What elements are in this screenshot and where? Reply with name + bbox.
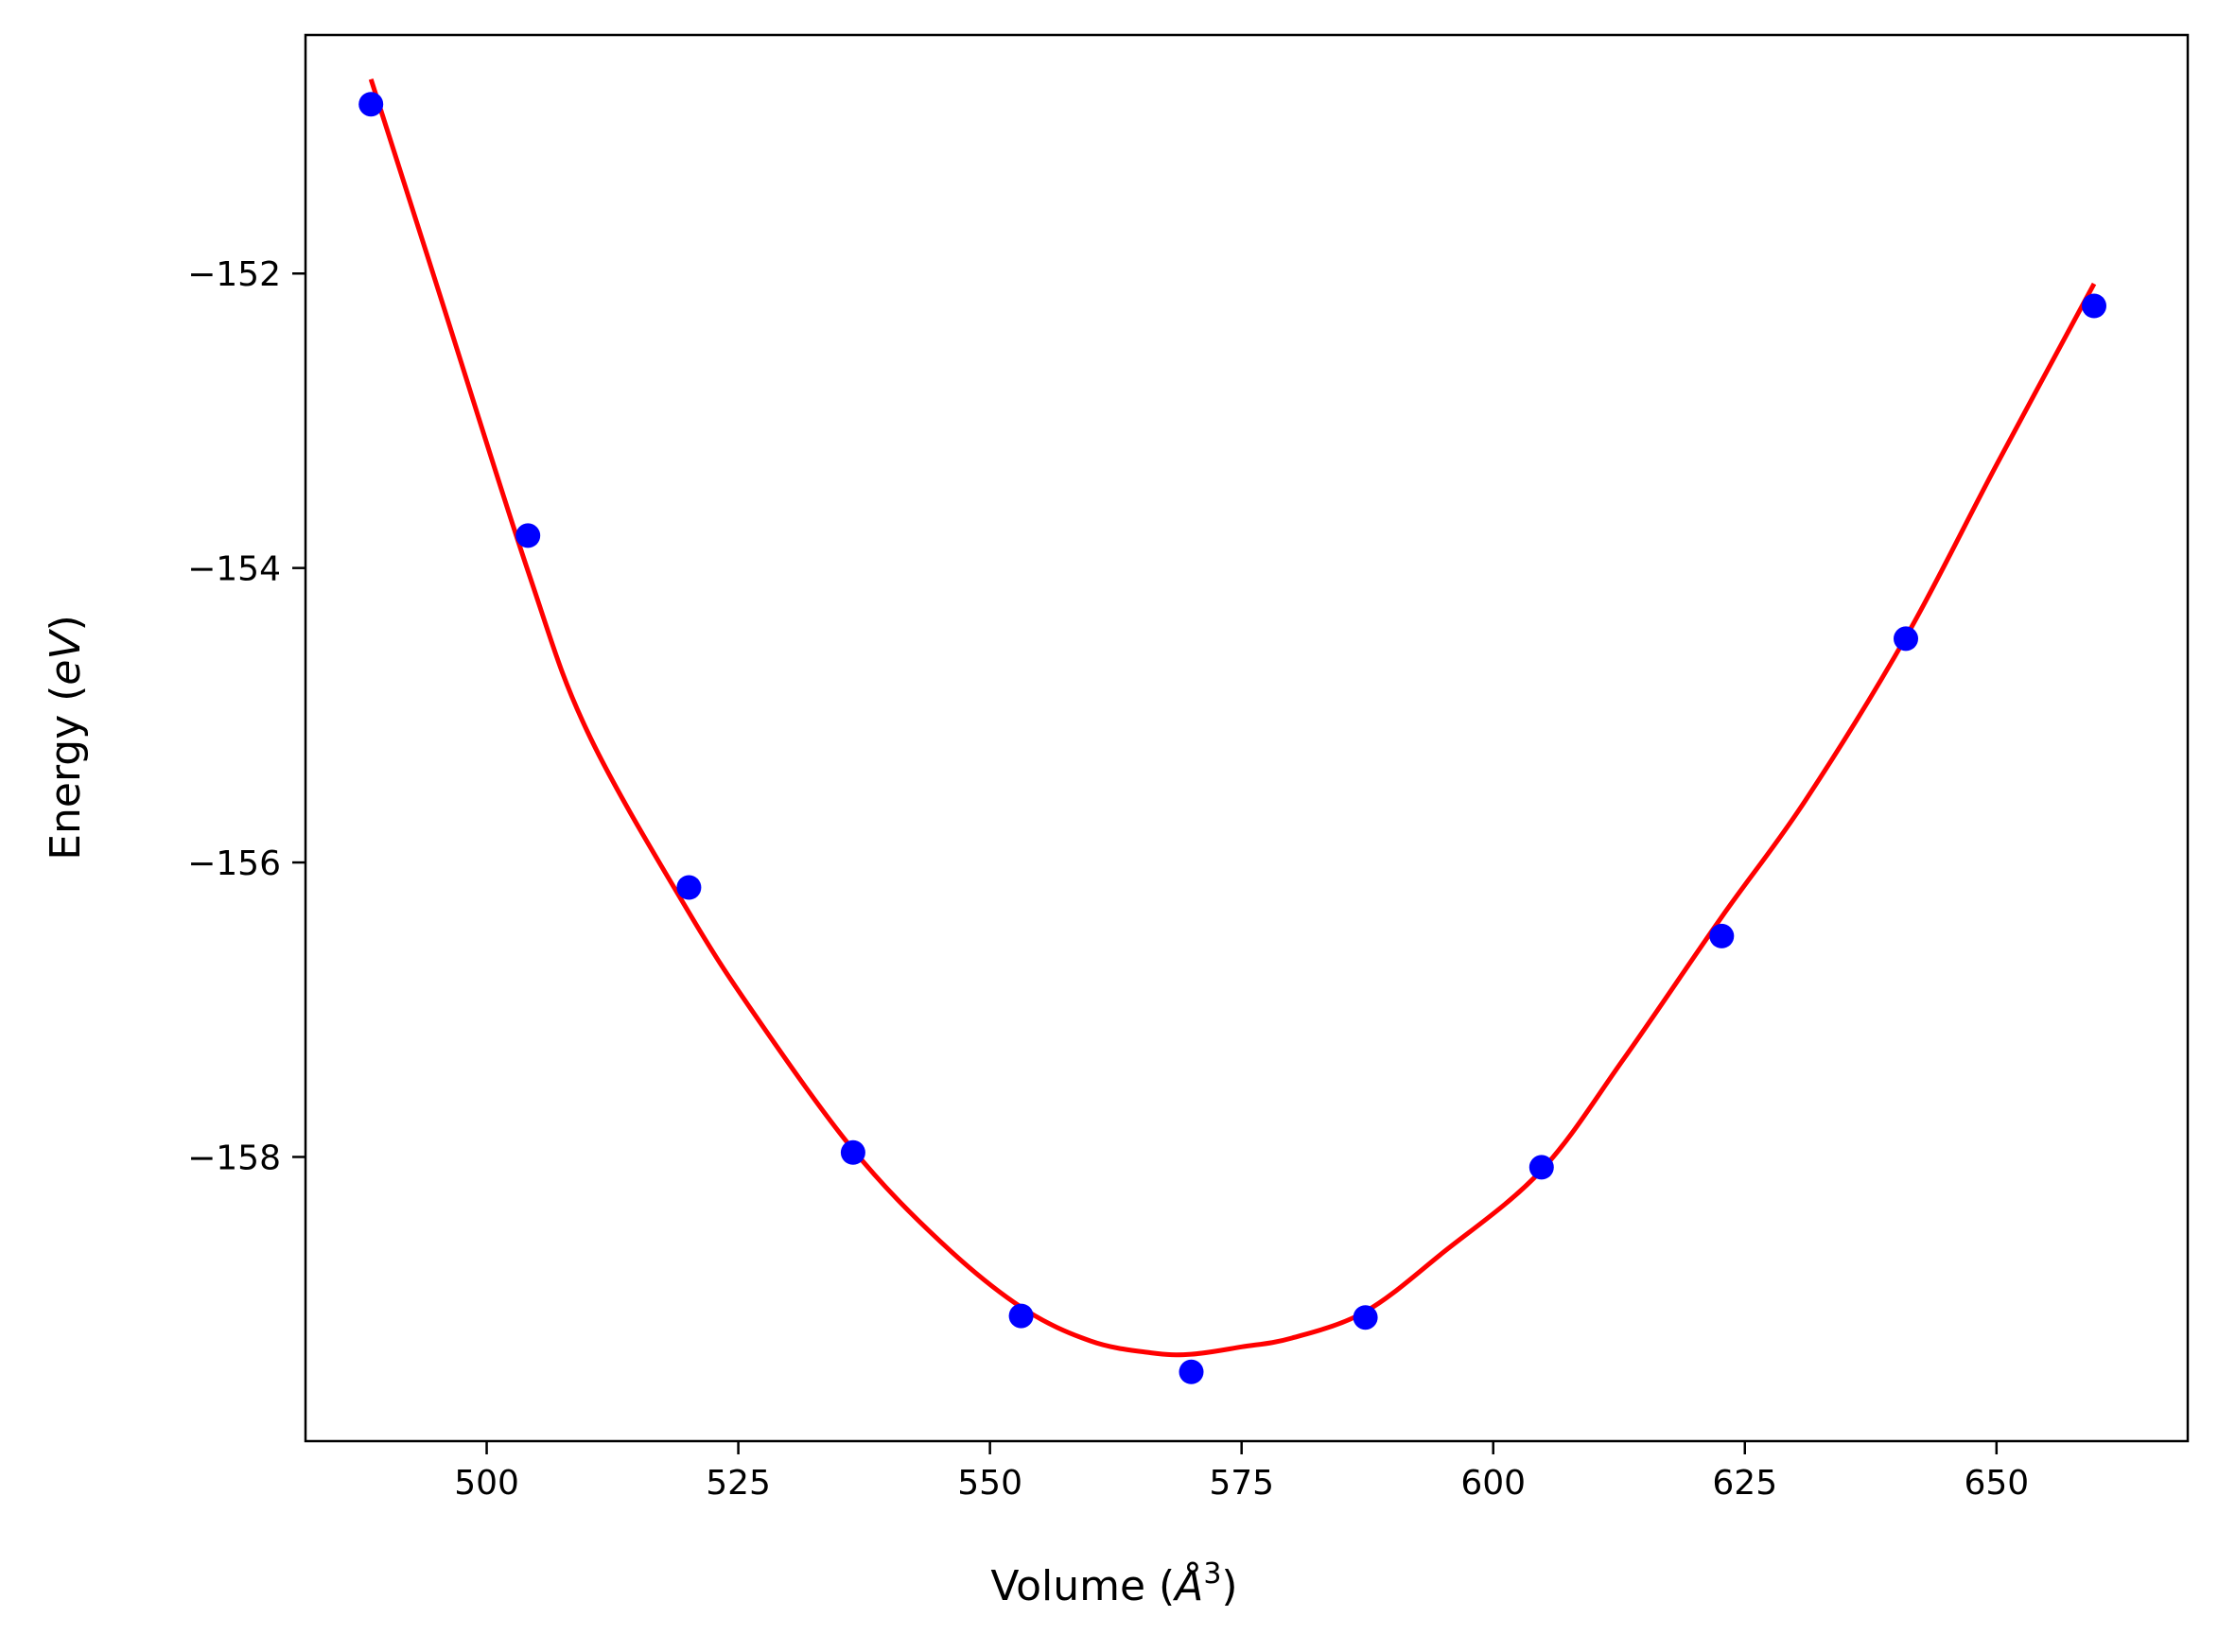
data-point-3 bbox=[676, 875, 702, 900]
data-point-7 bbox=[1353, 1305, 1378, 1330]
x-tick-label-550: 550 bbox=[957, 1464, 1022, 1503]
x-tick-label-650: 650 bbox=[1964, 1464, 2029, 1503]
x-axis-label-open-paren: ( bbox=[1145, 1562, 1175, 1610]
x-axis-unit-base: Å bbox=[1172, 1560, 1203, 1610]
data-point-10 bbox=[1894, 626, 1918, 652]
x-axis-label-text: Volume bbox=[990, 1562, 1145, 1610]
data-point-4 bbox=[840, 1139, 865, 1165]
fit-curve-line bbox=[368, 78, 2097, 1358]
x-tick-label-600: 600 bbox=[1460, 1464, 1526, 1503]
plot-area bbox=[358, 78, 2106, 1384]
x-tick-label-575: 575 bbox=[1209, 1464, 1274, 1503]
y-tick-label-3: −152 bbox=[187, 255, 281, 294]
y-axis-unit: eV bbox=[42, 629, 90, 686]
data-point-8 bbox=[1528, 1155, 1554, 1180]
data-point-6 bbox=[1179, 1359, 1204, 1384]
y-tick-label-0: −158 bbox=[187, 1139, 281, 1177]
data-point-11 bbox=[2082, 293, 2106, 319]
x-tick-label-625: 625 bbox=[1712, 1464, 1777, 1503]
y-axis-label-text: Energy bbox=[42, 715, 90, 861]
data-point-1 bbox=[358, 92, 384, 117]
axis-ticks: 500 525 550 575 600 625 650 −158 −156 −154 −152 bbox=[187, 255, 2029, 1503]
plot-frame bbox=[304, 33, 2190, 1443]
data-point-2 bbox=[515, 523, 541, 548]
y-tick-label-2: −154 bbox=[187, 550, 281, 589]
y-tick-label-1: −156 bbox=[187, 844, 281, 883]
data-point-9 bbox=[1709, 923, 1735, 948]
y-axis-label-open-paren: ( bbox=[42, 686, 90, 715]
x-axis-unit-sup: 3 bbox=[1203, 1557, 1221, 1591]
y-axis-label-close-paren: ) bbox=[42, 615, 90, 631]
x-axis-label-close-paren: ) bbox=[1221, 1562, 1237, 1610]
data-point-5 bbox=[1008, 1303, 1034, 1329]
x-tick-label-500: 500 bbox=[454, 1464, 519, 1503]
y-axis-label: Energy (eV) bbox=[42, 615, 90, 861]
x-axis-label: Volume (Å3) bbox=[990, 1557, 1237, 1610]
x-tick-label-525: 525 bbox=[706, 1464, 771, 1503]
